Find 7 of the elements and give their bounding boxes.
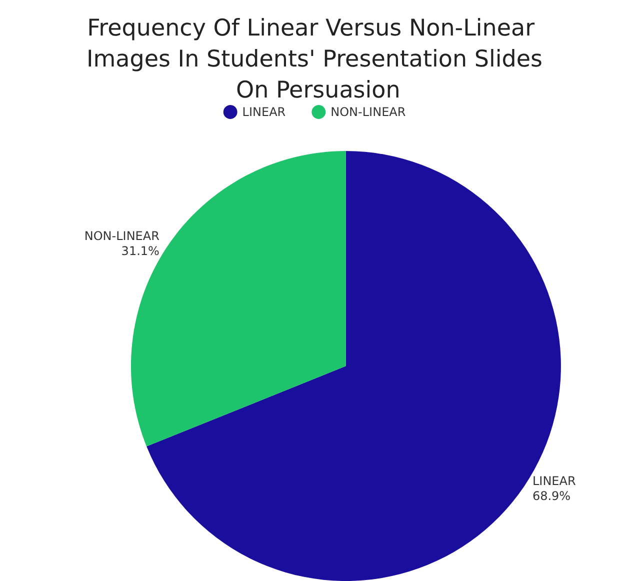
chart-title: Frequency Of Linear Versus Non-Linear Images In Students' Presentation Slides On Persuasion	[86, 16, 543, 104]
data-label: 31.1%	[121, 244, 160, 258]
data-label: 68.9%	[532, 489, 571, 504]
slice-label: LINEAR	[532, 474, 576, 488]
legend-label: NON-LINEAR	[330, 105, 406, 119]
legend-label: LINEAR	[242, 105, 286, 119]
slice-label: NON-LINEAR	[84, 229, 160, 244]
